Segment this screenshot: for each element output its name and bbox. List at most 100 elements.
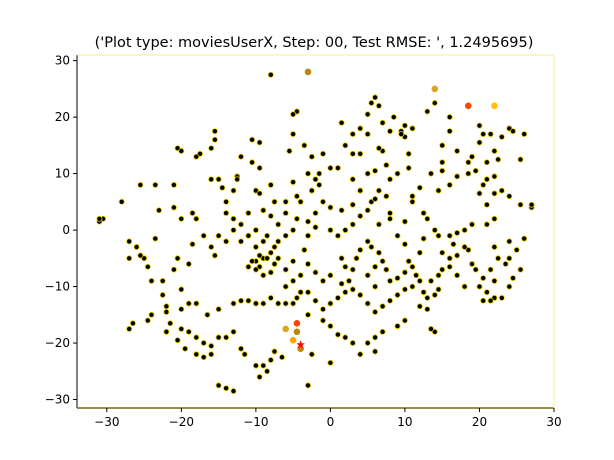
data-point <box>252 227 259 234</box>
data-point <box>517 201 524 208</box>
data-point <box>230 215 237 222</box>
data-point <box>483 201 490 208</box>
data-point <box>223 210 230 217</box>
data-point <box>308 153 315 160</box>
data-point <box>245 210 252 217</box>
data-point <box>342 227 349 234</box>
data-point <box>386 210 393 217</box>
data-point <box>237 221 244 228</box>
data-point <box>509 128 516 135</box>
data-point <box>401 241 408 248</box>
data-point <box>293 294 300 301</box>
data-point <box>465 159 472 166</box>
x-tick-label: 10 <box>397 415 412 429</box>
data-point <box>372 94 379 101</box>
data-point <box>424 294 431 301</box>
data-point <box>137 252 144 259</box>
data-point <box>372 167 379 174</box>
data-point <box>193 153 200 160</box>
data-point <box>312 269 319 276</box>
data-point <box>416 184 423 191</box>
data-point <box>487 131 494 138</box>
data-point <box>133 243 140 250</box>
data-point <box>152 235 159 242</box>
data-point <box>249 258 256 265</box>
data-point <box>327 204 334 211</box>
data-point <box>290 227 297 234</box>
axes: −30 −20 −10 0 10 20 30 −30 −20 −10 0 10 20 30 <box>45 54 562 429</box>
data-point <box>375 187 382 194</box>
data-point <box>506 193 513 200</box>
star-point <box>296 340 305 349</box>
data-point <box>487 266 494 273</box>
data-point <box>327 164 334 171</box>
data-point <box>338 119 345 126</box>
data-point <box>230 328 237 335</box>
data-point <box>249 159 256 166</box>
data-point <box>319 150 326 157</box>
data-point <box>267 294 274 301</box>
chart-title: ('Plot type: moviesUserX, Step: 00, Test… <box>95 35 534 51</box>
data-point <box>215 176 222 183</box>
data-point <box>308 351 315 358</box>
data-point <box>368 100 375 107</box>
data-point <box>178 306 185 313</box>
data-point <box>189 210 196 217</box>
data-point <box>439 266 446 273</box>
data-point <box>290 258 297 265</box>
data-point <box>349 339 356 346</box>
data-point <box>357 291 364 298</box>
data-point <box>345 277 352 284</box>
data-point <box>282 300 289 307</box>
data-point <box>178 286 185 293</box>
data-point <box>249 136 256 143</box>
data-point <box>256 373 263 380</box>
data-point <box>480 131 487 138</box>
data-point <box>416 277 423 284</box>
y-tick-label: 0 <box>62 223 70 237</box>
data-point <box>483 159 490 166</box>
data-point <box>364 111 371 118</box>
data-point <box>435 187 442 194</box>
data-point <box>383 193 390 200</box>
data-point <box>334 331 341 338</box>
data-point <box>375 145 382 152</box>
data-point <box>237 153 244 160</box>
data-point <box>413 272 420 279</box>
data-point <box>439 249 446 256</box>
data-point <box>267 212 274 219</box>
data-point <box>267 249 274 256</box>
data-point <box>245 232 252 239</box>
data-point <box>338 280 345 287</box>
data-point <box>163 303 170 310</box>
data-point <box>435 286 442 293</box>
data-point <box>394 170 401 177</box>
data-point <box>208 145 215 152</box>
data-point <box>498 133 505 140</box>
highlight-point <box>491 102 498 110</box>
data-point <box>193 351 200 358</box>
data-point <box>439 167 446 174</box>
data-point <box>498 187 505 194</box>
data-point <box>427 325 434 332</box>
data-point <box>304 382 311 389</box>
data-point <box>312 297 319 304</box>
data-point <box>282 210 289 217</box>
data-point <box>398 131 405 138</box>
data-point <box>148 311 155 318</box>
data-point <box>491 215 498 222</box>
data-point <box>170 266 177 273</box>
data-point <box>327 272 334 279</box>
data-point <box>282 283 289 290</box>
data-point <box>308 187 315 194</box>
data-point <box>185 260 192 267</box>
data-point <box>461 243 468 250</box>
data-point <box>405 258 412 265</box>
y-tick-label: 20 <box>55 110 70 124</box>
data-point <box>327 300 334 307</box>
data-point <box>126 325 133 332</box>
data-point <box>200 354 207 361</box>
x-tick-label: −20 <box>169 415 194 429</box>
data-point <box>256 139 263 146</box>
